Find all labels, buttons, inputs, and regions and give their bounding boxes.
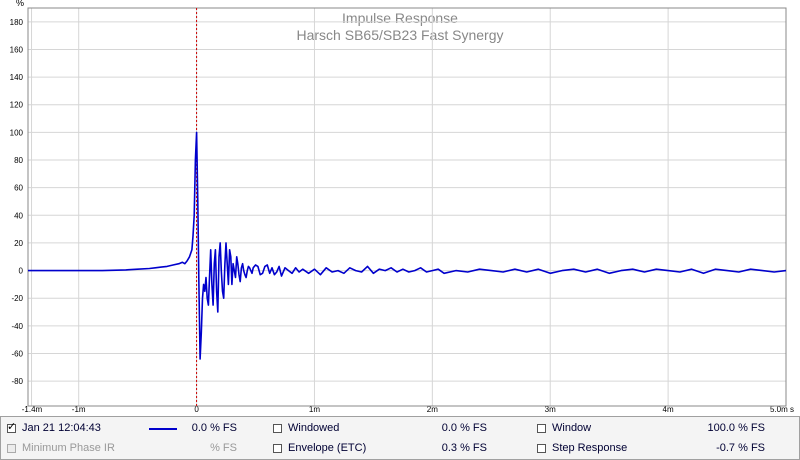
x-tick-label-0: -1.4m (22, 405, 43, 414)
step-response-label: Step Response (552, 442, 628, 454)
y-tick-label-0: 180 (10, 18, 24, 27)
y-tick-label-6: 60 (14, 184, 23, 193)
y-tick-label-13: -80 (11, 377, 23, 386)
y-tick-label-7: 40 (14, 211, 23, 220)
y-tick-label-8: 20 (14, 239, 23, 248)
measurement-line-swatch (149, 428, 177, 430)
minimum-phase-label: Minimum Phase IR (22, 442, 115, 454)
legend-windowed[interactable]: Windowed (273, 420, 339, 436)
legend-measurement[interactable]: Jan 21 12:04:43 (7, 420, 101, 436)
y-tick-label-4: 100 (10, 128, 24, 137)
y-axis: 180 160 140 120 100 80 60 40 20 0 -20 -40 -60 -80 (10, 18, 24, 386)
measurement-checkbox[interactable] (7, 420, 16, 433)
x-tick-label-2: 0 (194, 405, 199, 414)
measurement-value: 0.0 % FS (191, 422, 237, 434)
envelope-checkbox[interactable] (273, 443, 282, 453)
y-tick-label-5: 80 (14, 156, 23, 165)
minimum-phase-checkbox[interactable] (7, 443, 16, 453)
legend-step-response[interactable]: Step Response (537, 440, 627, 456)
windowed-label: Windowed (288, 422, 340, 434)
y-tick-label-11: -40 (11, 322, 23, 331)
series-line-0 (28, 131, 787, 360)
windowed-checkbox[interactable] (273, 423, 282, 433)
legend-panel: Jan 21 12:04:43 0.0 % FS Windowed 0.0 % … (0, 416, 800, 460)
step-response-value: -0.7 % FS (716, 442, 765, 454)
y-tick-label-12: -60 (11, 349, 23, 358)
legend-minimum-phase[interactable]: Minimum Phase IR (7, 440, 115, 456)
y-tick-label-10: -20 (11, 294, 23, 303)
x-tick-label-4: 2m (427, 405, 438, 414)
window-label: Window (552, 422, 592, 434)
x-tick-label-7: 5.0m s (770, 405, 794, 414)
grid (28, 8, 787, 406)
minimum-phase-value: % FS (210, 442, 237, 454)
x-axis: -1.4m -1m 0 1m 2m 3m 4m 5.0m s (22, 405, 794, 414)
x-tick-label-5: 3m (545, 405, 556, 414)
y-tick-label-9: 0 (19, 267, 24, 276)
y-tick-label-1: 160 (10, 45, 24, 54)
x-tick-label-1: -1m (72, 405, 86, 414)
y-tick-label-2: 140 (10, 73, 24, 82)
chart-subtitle: Harsch SB65/SB23 Fast Synergy (297, 27, 504, 43)
windowed-value: 0.0 % FS (441, 422, 487, 434)
impulse-response-chart: % Impulse Response Harsch SB65/SB23 Fast… (10, 0, 794, 414)
measurement-timestamp: Jan 21 12:04:43 (22, 422, 101, 434)
step-response-checkbox[interactable] (537, 443, 546, 453)
envelope-value: 0.3 % FS (441, 442, 487, 454)
legend-envelope[interactable]: Envelope (ETC) (273, 440, 366, 456)
x-tick-label-6: 4m (663, 405, 674, 414)
window-value: 100.0 % FS (707, 422, 765, 434)
window-checkbox[interactable] (537, 423, 546, 433)
x-tick-label-3: 1m (309, 405, 320, 414)
y-tick-label-3: 120 (10, 101, 24, 110)
y-unit-label: % (16, 0, 24, 8)
envelope-label: Envelope (ETC) (288, 442, 367, 454)
series-group (28, 131, 787, 360)
plot-area-border (27, 7, 787, 407)
chart-title: Impulse Response (342, 10, 458, 26)
legend-window[interactable]: Window (537, 420, 591, 436)
